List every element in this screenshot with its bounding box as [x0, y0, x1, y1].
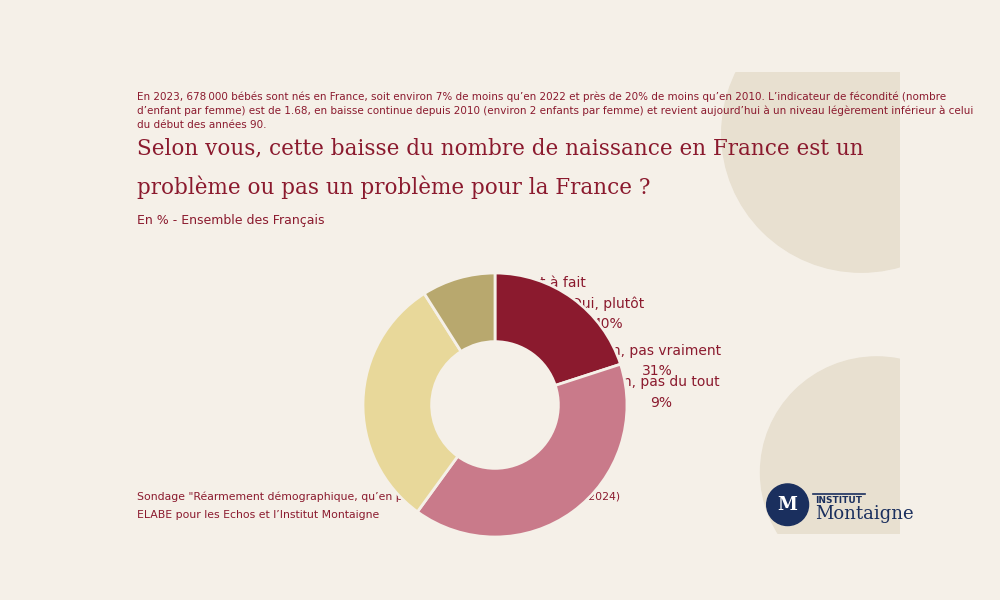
- Wedge shape: [417, 364, 627, 537]
- Wedge shape: [424, 273, 495, 352]
- Circle shape: [761, 357, 993, 588]
- Text: INSTITUT: INSTITUT: [815, 496, 862, 505]
- Text: Selon vous, cette baisse du nombre de naissance en France est un: Selon vous, cette baisse du nombre de na…: [137, 137, 863, 160]
- Text: Non, pas du tout
9%: Non, pas du tout 9%: [604, 376, 719, 410]
- Text: problème ou pas un problème pour la France ?: problème ou pas un problème pour la Fran…: [137, 176, 650, 199]
- Text: Non, pas vraiment
31%: Non, pas vraiment 31%: [593, 344, 721, 378]
- Wedge shape: [495, 273, 621, 385]
- Text: Oui, plutôt
40%: Oui, plutôt 40%: [571, 296, 644, 331]
- Text: En % - Ensemble des Français: En % - Ensemble des Français: [137, 214, 324, 227]
- Wedge shape: [363, 293, 461, 512]
- Circle shape: [767, 484, 809, 526]
- Text: En 2023, 678 000 bébés sont nés en France, soit environ 7% de moins qu’en 2022 e: En 2023, 678 000 bébés sont nés en Franc…: [137, 91, 973, 130]
- Text: M: M: [778, 496, 798, 514]
- Circle shape: [722, 0, 1000, 272]
- Text: Montaigne: Montaigne: [815, 505, 913, 523]
- Text: Oui, tout à fait
20%: Oui, tout à fait 20%: [485, 277, 586, 311]
- Text: Sondage "Réarmement démographique, qu’en pensent les Français ?" (1er février 20: Sondage "Réarmement démographique, qu’en…: [137, 491, 620, 502]
- Text: ELABE pour les Echos et l’Institut Montaigne: ELABE pour les Echos et l’Institut Monta…: [137, 510, 379, 520]
